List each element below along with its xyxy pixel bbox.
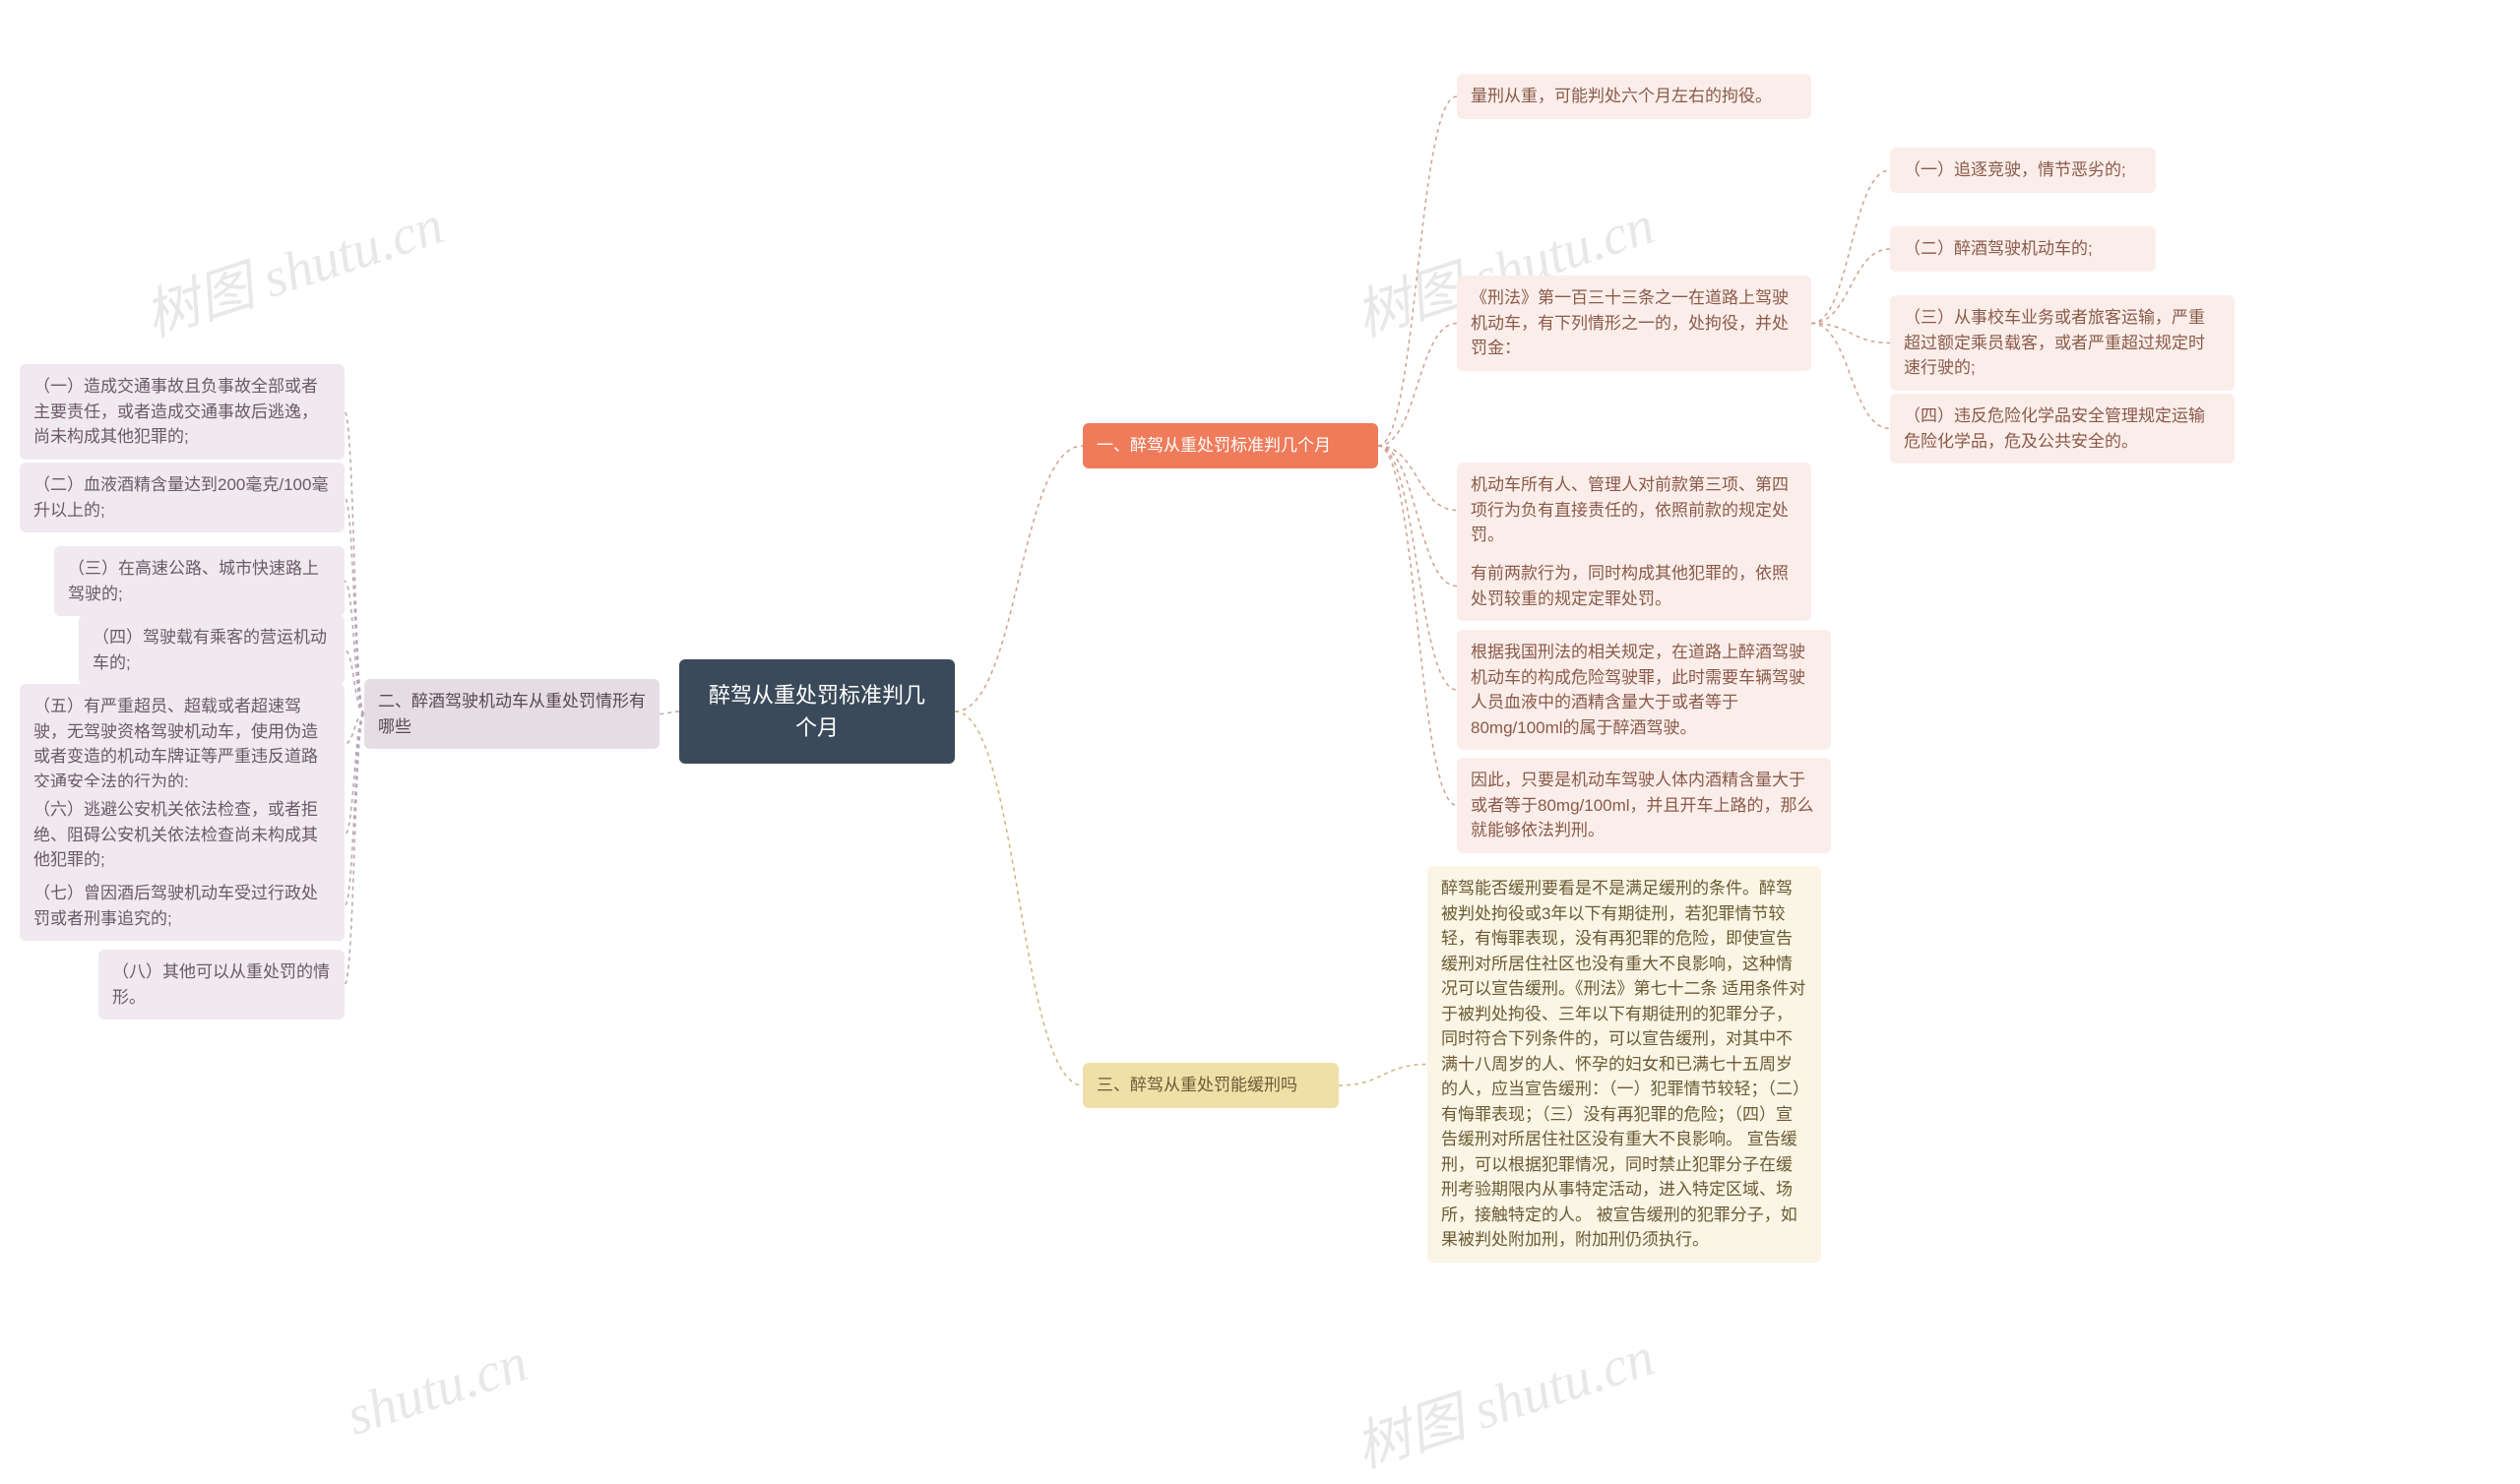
mindmap-node: （五）有严重超员、超载或者超速驾驶，无驾驶资格驾驶机动车，使用伪造或者变造的机动… xyxy=(20,684,345,804)
mindmap-node: 机动车所有人、管理人对前款第三项、第四项行为负有直接责任的，依照前款的规定处罚。 xyxy=(1457,463,1811,558)
mindmap-node: （一）追逐竞驶，情节恶劣的; xyxy=(1890,148,2156,193)
mindmap-node: 《刑法》第一百三十三条之一在道路上驾驶机动车，有下列情形之一的，处拘役，并处罚金… xyxy=(1457,276,1811,371)
watermark: 树图 shutu.cn xyxy=(1344,1312,1663,1483)
mindmap-node: （二）血液酒精含量达到200毫克/100毫升以上的; xyxy=(20,463,345,532)
root-node: 醉驾从重处罚标准判几个月 xyxy=(679,659,955,764)
watermark: 树图 shutu.cn xyxy=(133,180,452,351)
mindmap-node: 根据我国刑法的相关规定，在道路上醉酒驾驶机动车的构成危险驾驶罪，此时需要车辆驾驶… xyxy=(1457,630,1831,750)
mindmap-node: 因此，只要是机动车驾驶人体内酒精含量大于或者等于80mg/100ml，并且开车上… xyxy=(1457,758,1831,853)
mindmap-node: 醉驾能否缓刑要看是不是满足缓刑的条件。醉驾被判处拘役或3年以下有期徒刑，若犯罪情… xyxy=(1427,866,1821,1263)
mindmap-node: （四）驾驶载有乘客的营运机动车的; xyxy=(79,615,345,685)
mindmap-node: 量刑从重，可能判处六个月左右的拘役。 xyxy=(1457,74,1811,119)
mindmap-node: （七）曾因酒后驾驶机动车受过行政处罚或者刑事追究的; xyxy=(20,871,345,941)
mindmap-node: （四）违反危险化学品安全管理规定运输危险化学品，危及公共安全的。 xyxy=(1890,394,2235,464)
mindmap-node: （六）逃避公安机关依法检查，或者拒绝、阻碍公安机关依法检查尚未构成其他犯罪的; xyxy=(20,787,345,883)
mindmap-node: 二、醉酒驾驶机动车从重处罚情形有哪些 xyxy=(364,679,660,749)
mindmap-node: （三）在高速公路、城市快速路上驾驶的; xyxy=(54,546,345,616)
mindmap-node: 有前两款行为，同时构成其他犯罪的，依照处罚较重的规定定罪处罚。 xyxy=(1457,551,1811,621)
mindmap-node: （三）从事校车业务或者旅客运输，严重超过额定乘员载客，或者严重超过规定时速行驶的… xyxy=(1890,295,2235,391)
mindmap-node: （二）醉酒驾驶机动车的; xyxy=(1890,226,2156,272)
mindmap-node: （八）其他可以从重处罚的情形。 xyxy=(98,950,345,1020)
mindmap-node: 三、醉驾从重处罚能缓刑吗 xyxy=(1083,1063,1339,1108)
mindmap-node: 一、醉驾从重处罚标准判几个月 xyxy=(1083,423,1378,468)
mindmap-node: （一）造成交通事故且负事故全部或者主要责任，或者造成交通事故后逃逸，尚未构成其他… xyxy=(20,364,345,460)
watermark: shutu.cn xyxy=(340,1330,536,1448)
